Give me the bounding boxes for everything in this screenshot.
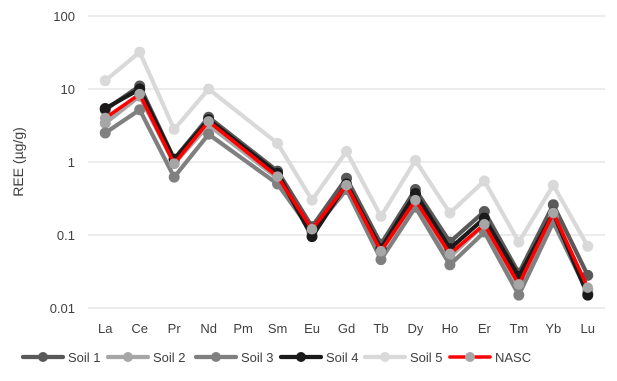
- data-point: [272, 137, 284, 149]
- data-point: [168, 123, 180, 135]
- x-tick-label: Eu: [304, 321, 320, 336]
- legend-marker: [211, 352, 221, 362]
- data-point: [203, 83, 215, 95]
- data-point: [582, 240, 594, 252]
- data-point: [203, 128, 215, 140]
- series-group: [99, 46, 594, 252]
- x-tick-label: Tb: [373, 321, 388, 336]
- data-point: [582, 282, 594, 293]
- data-point: [478, 175, 490, 187]
- data-point: [99, 75, 111, 87]
- data-point: [410, 194, 421, 206]
- data-point: [340, 145, 352, 157]
- y-tick-label: 100: [53, 9, 75, 24]
- x-tick-label: Lu: [581, 321, 595, 336]
- series-line: [103, 107, 590, 298]
- data-point: [134, 104, 146, 116]
- y-tick-label: 0.01: [50, 301, 75, 316]
- legend-label: Soil 2: [153, 350, 186, 365]
- data-point: [99, 103, 111, 115]
- data-point: [168, 171, 180, 183]
- legend-item: Soil 3: [193, 350, 274, 365]
- legend-marker: [465, 352, 475, 362]
- data-point: [99, 127, 111, 139]
- data-point: [306, 194, 318, 206]
- y-tick-label: 1: [68, 155, 75, 170]
- legend-marker: [380, 352, 390, 362]
- data-point: [99, 112, 111, 124]
- x-tick-label: Dy: [407, 321, 423, 336]
- series-layer: [99, 46, 594, 301]
- legend-label: Soil 5: [410, 350, 443, 365]
- data-point: [168, 158, 180, 169]
- x-tick-label: Ce: [131, 321, 148, 336]
- legend-marker: [123, 352, 133, 362]
- data-point: [444, 248, 456, 260]
- data-point: [513, 289, 525, 301]
- y-tick-label: 10: [61, 82, 75, 97]
- legend-label: Soil 3: [241, 350, 274, 365]
- x-tick-label: Gd: [338, 321, 355, 336]
- series-group: [99, 88, 594, 293]
- series-line: [103, 50, 590, 249]
- legend-label: Soil 1: [68, 350, 101, 365]
- data-point: [409, 154, 421, 166]
- data-point: [272, 171, 283, 182]
- data-point: [547, 179, 559, 191]
- legend-item: Soil 1: [20, 350, 101, 365]
- legend-marker: [38, 352, 48, 362]
- y-tick-label: 0.1: [57, 228, 75, 243]
- data-point: [444, 259, 456, 271]
- x-tick-label: Yb: [545, 321, 561, 336]
- legend-label: Soil 4: [326, 350, 359, 365]
- data-point: [375, 245, 387, 257]
- data-point: [306, 223, 318, 235]
- data-point: [444, 207, 456, 219]
- data-point: [479, 219, 490, 230]
- data-point: [341, 179, 352, 191]
- legend-item: Soil 4: [278, 350, 359, 365]
- x-tick-label: Pr: [168, 321, 182, 336]
- data-point: [134, 88, 145, 100]
- legend-marker: [296, 352, 306, 362]
- legend-layer: Soil 1 Soil 2 Soil 3 Soil 4 Soil 5 NASC: [20, 350, 531, 365]
- x-tick-label: Nd: [200, 321, 217, 336]
- x-tick-label: La: [98, 321, 113, 336]
- legend-label: NASC: [495, 350, 531, 365]
- legend-item: Soil 2: [105, 350, 186, 365]
- data-point: [513, 236, 525, 248]
- data-point: [513, 279, 525, 290]
- x-tick-label: Sm: [268, 321, 288, 336]
- y-axis-label: REE (µg/g): [10, 127, 26, 197]
- legend-item: Soil 5: [362, 350, 443, 365]
- data-point: [134, 46, 146, 58]
- axis-layer: 0.01 0.1 1 10 100 La Ce Pr Nd Pm Sm Eu Gd Tb Dy Ho Er Tm Y…: [50, 9, 595, 336]
- data-point: [203, 116, 214, 127]
- x-tick-label: Tm: [509, 321, 528, 336]
- data-point: [375, 210, 387, 222]
- data-point: [547, 207, 559, 219]
- x-tick-label: Er: [478, 321, 492, 336]
- x-tick-label: Ho: [442, 321, 459, 336]
- x-tick-label: Pm: [233, 321, 253, 336]
- series-line: [103, 92, 590, 290]
- legend-item: NASC: [448, 350, 531, 365]
